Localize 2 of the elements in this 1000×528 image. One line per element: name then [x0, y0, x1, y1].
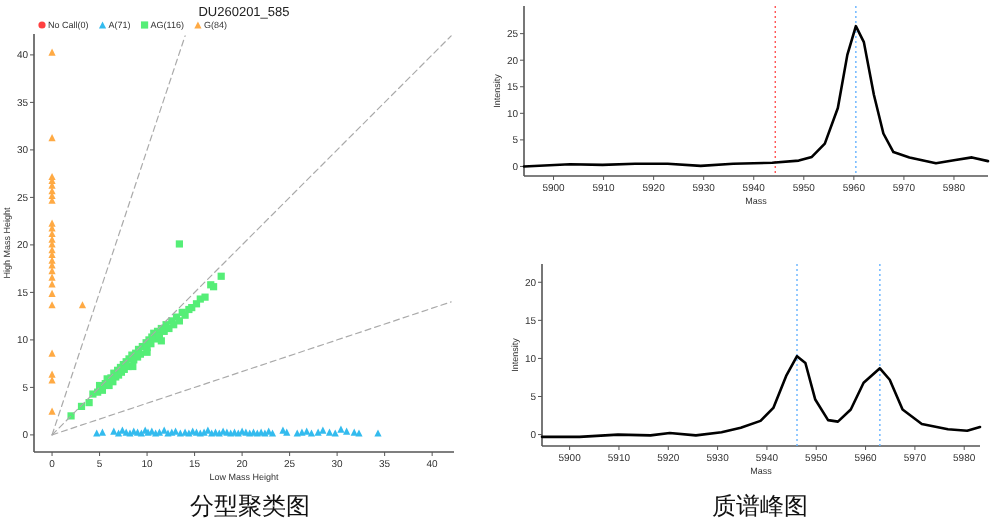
text: 分型聚类图 — [190, 492, 310, 520]
text: 质谱峰图 — [712, 492, 808, 520]
